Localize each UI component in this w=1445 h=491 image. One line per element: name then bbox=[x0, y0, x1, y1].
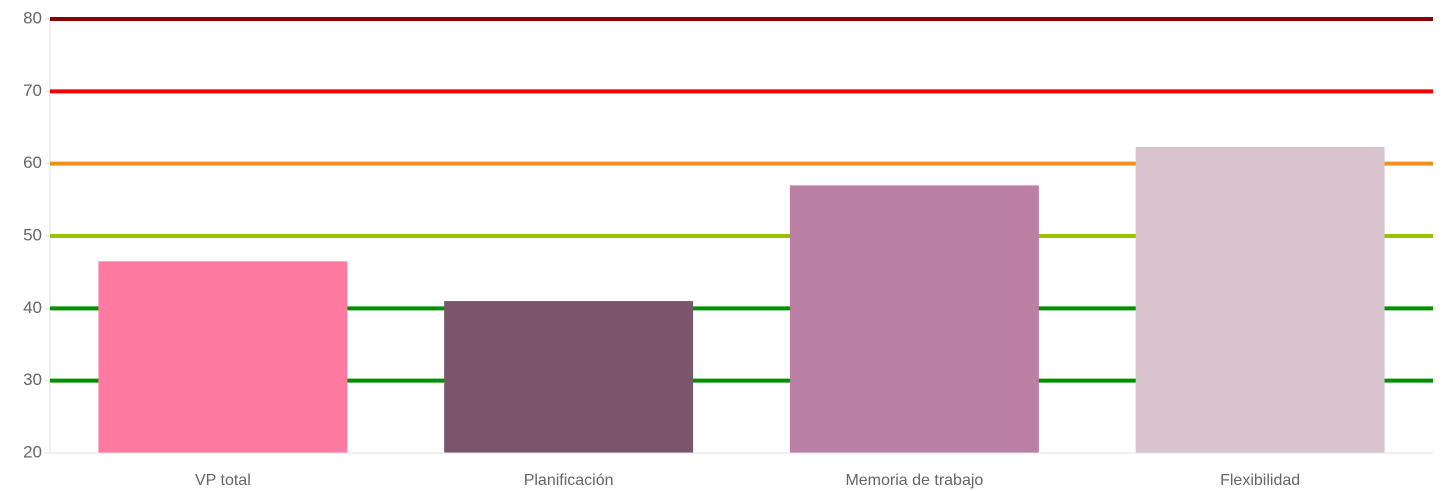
y-tick-label: 70 bbox=[23, 81, 42, 100]
x-tick-label: Planificación bbox=[524, 472, 614, 489]
bar bbox=[98, 261, 348, 453]
bar bbox=[444, 301, 694, 453]
y-tick-label: 40 bbox=[23, 298, 42, 317]
x-tick-label: Memoria de trabajo bbox=[845, 472, 983, 489]
y-tick-label: 60 bbox=[23, 153, 42, 172]
y-tick-label: 20 bbox=[23, 442, 42, 461]
bar bbox=[1135, 147, 1385, 453]
y-tick-label: 50 bbox=[23, 225, 42, 244]
x-tick-label: Flexibilidad bbox=[1220, 472, 1300, 489]
x-tick-label: VP total bbox=[195, 472, 251, 489]
y-tick-label: 80 bbox=[23, 8, 42, 27]
y-tick-label: 30 bbox=[23, 370, 42, 389]
bar bbox=[789, 185, 1039, 453]
